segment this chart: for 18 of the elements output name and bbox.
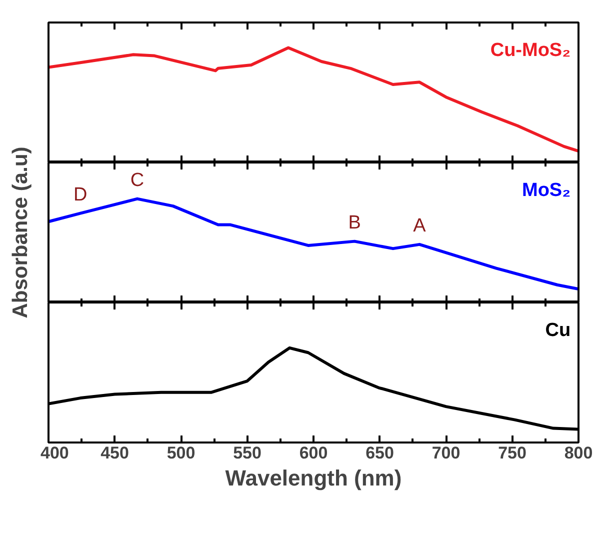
x-tick-label: 400 [40, 444, 69, 462]
x-tick-label: 800 [564, 444, 593, 462]
text: MoS₂ [522, 180, 571, 201]
annotation: D [73, 184, 88, 206]
x-tick-label: 650 [366, 444, 394, 462]
annotation: A [413, 215, 426, 236]
x-tick-label: 750 [498, 444, 526, 462]
y-axis-title: Absorbance (a.u) [9, 146, 32, 318]
x-tick-label: 600 [299, 444, 328, 462]
text: Cu [545, 320, 571, 341]
x-tick-label: 450 [100, 444, 129, 462]
x-axis-title: Wavelength (nm) [225, 466, 402, 490]
x-tick-label: 550 [233, 444, 262, 462]
x-tick-label: 700 [432, 444, 460, 462]
annotation: C [130, 170, 144, 191]
x-tick-label: 500 [166, 444, 196, 462]
annotation: B [348, 212, 361, 234]
text: Cu-MoS₂ [490, 40, 571, 61]
